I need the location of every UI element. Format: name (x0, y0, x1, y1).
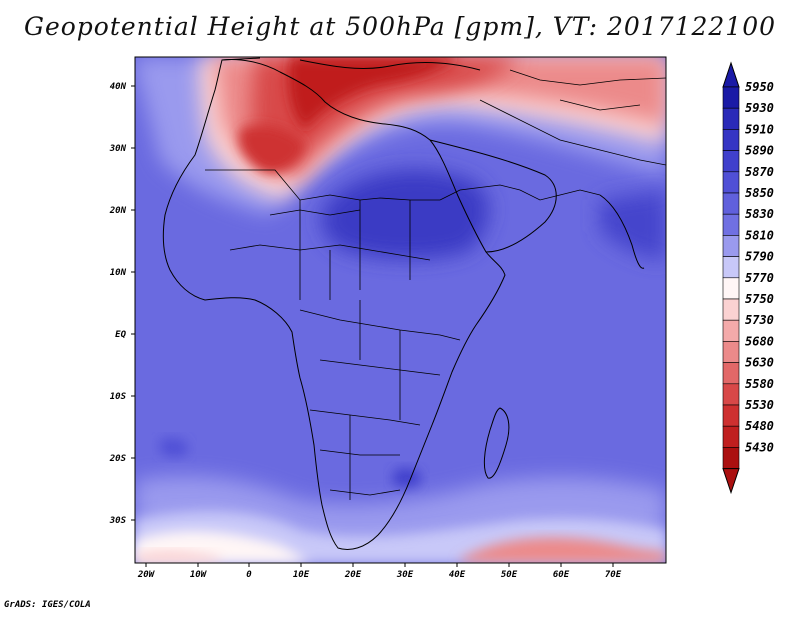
lon-label: 40E (449, 570, 466, 580)
colorbar-label: 5770 (745, 271, 774, 285)
colorbar-swatch (722, 362, 740, 385)
lon-label: 10W (190, 570, 208, 580)
lat-label: 30S (109, 516, 127, 526)
height-field (135, 57, 666, 563)
lon-label: 20E (344, 570, 362, 580)
lat-label: 20S (109, 454, 127, 464)
africa-coastline (162, 59, 506, 550)
lat-label: 40N (110, 82, 127, 92)
colorbar-swatch (722, 425, 740, 448)
colorbar-label: 5730 (745, 313, 774, 327)
colorbar-label: 5580 (745, 377, 774, 391)
madagascar-outline (483, 407, 510, 479)
lon-label: 50E (501, 570, 518, 580)
lat-label: 20N (109, 206, 127, 216)
colorbar-swatch (722, 129, 740, 151)
colorbar-label: 5630 (745, 356, 774, 370)
colorbar: 5950 5930 5910 5890 5870 5850 5830 5810 5790 5770… (722, 61, 774, 495)
colorbar-label: 5950 (745, 80, 774, 94)
colorbar-swatch (722, 383, 740, 406)
map-border (134, 56, 667, 564)
lat-label: 30N (109, 144, 127, 154)
colorbar-label: 5480 (745, 419, 774, 433)
lat-label: 10N (110, 268, 127, 278)
colorbar-swatch (722, 256, 740, 279)
colorbar-swatch (722, 171, 740, 194)
lat-labels: 40N 30N 20N 10N EQ 10S 20S 30S (109, 82, 127, 526)
chart-title: Geopotential Height at 500hPa [gpm], VT:… (23, 12, 777, 41)
lat-ticks (131, 85, 135, 521)
colorbar-label: 5750 (745, 292, 774, 306)
colorbar-label: 5890 (745, 144, 774, 158)
colorbar-swatch (722, 107, 740, 130)
lon-label: 0 (246, 570, 252, 580)
grads-credit: GrADS: IGES/COLA (4, 600, 91, 610)
lon-label: 70E (605, 570, 622, 580)
india-coastline (599, 194, 645, 269)
lat-label: 10S (110, 392, 127, 402)
arabia-coastline (429, 139, 557, 253)
colorbar-label: 5680 (745, 334, 774, 348)
colorbar-swatch (722, 213, 740, 236)
colorbar-swatch (722, 404, 740, 427)
colorbar-swatch (722, 298, 740, 321)
colorbar-label: 5430 (745, 440, 774, 454)
colorbar-swatch (722, 235, 740, 257)
colorbar-swatch (722, 86, 740, 109)
colorbar-label: 5810 (745, 228, 774, 242)
lon-label: 60E (553, 570, 570, 580)
colorbar-label: 5850 (745, 186, 774, 200)
mediterranean-coast (221, 57, 481, 71)
colorbar-swatch (722, 192, 740, 215)
lon-labels: 20W 10W 0 10E 20E 30E 40E 50E 60E 70E (137, 570, 622, 580)
lon-ticks (145, 563, 614, 567)
lon-label: 10E (293, 570, 310, 580)
colorbar-label: 5870 (745, 165, 774, 179)
colorbar-label: 5530 (745, 398, 774, 412)
colorbar-label: 5830 (745, 207, 774, 221)
colorbar-label: 5930 (745, 101, 774, 115)
colorbar-swatch (722, 150, 740, 173)
country-borders (205, 69, 666, 500)
lat-label: EQ (115, 330, 126, 340)
colorbar-swatch (722, 319, 740, 342)
colorbar-label: 5910 (745, 122, 774, 136)
colorbar-swatch (722, 277, 740, 300)
colorbar-swatch (722, 341, 740, 363)
colorbar-label: 5790 (745, 250, 774, 264)
colorbar-top-arrow (722, 61, 740, 88)
lon-label: 20W (137, 570, 156, 580)
coastlines (162, 57, 645, 550)
colorbar-swatch (722, 447, 740, 469)
lon-label: 30E (396, 570, 414, 580)
colorbar-bottom-arrow (722, 468, 740, 495)
